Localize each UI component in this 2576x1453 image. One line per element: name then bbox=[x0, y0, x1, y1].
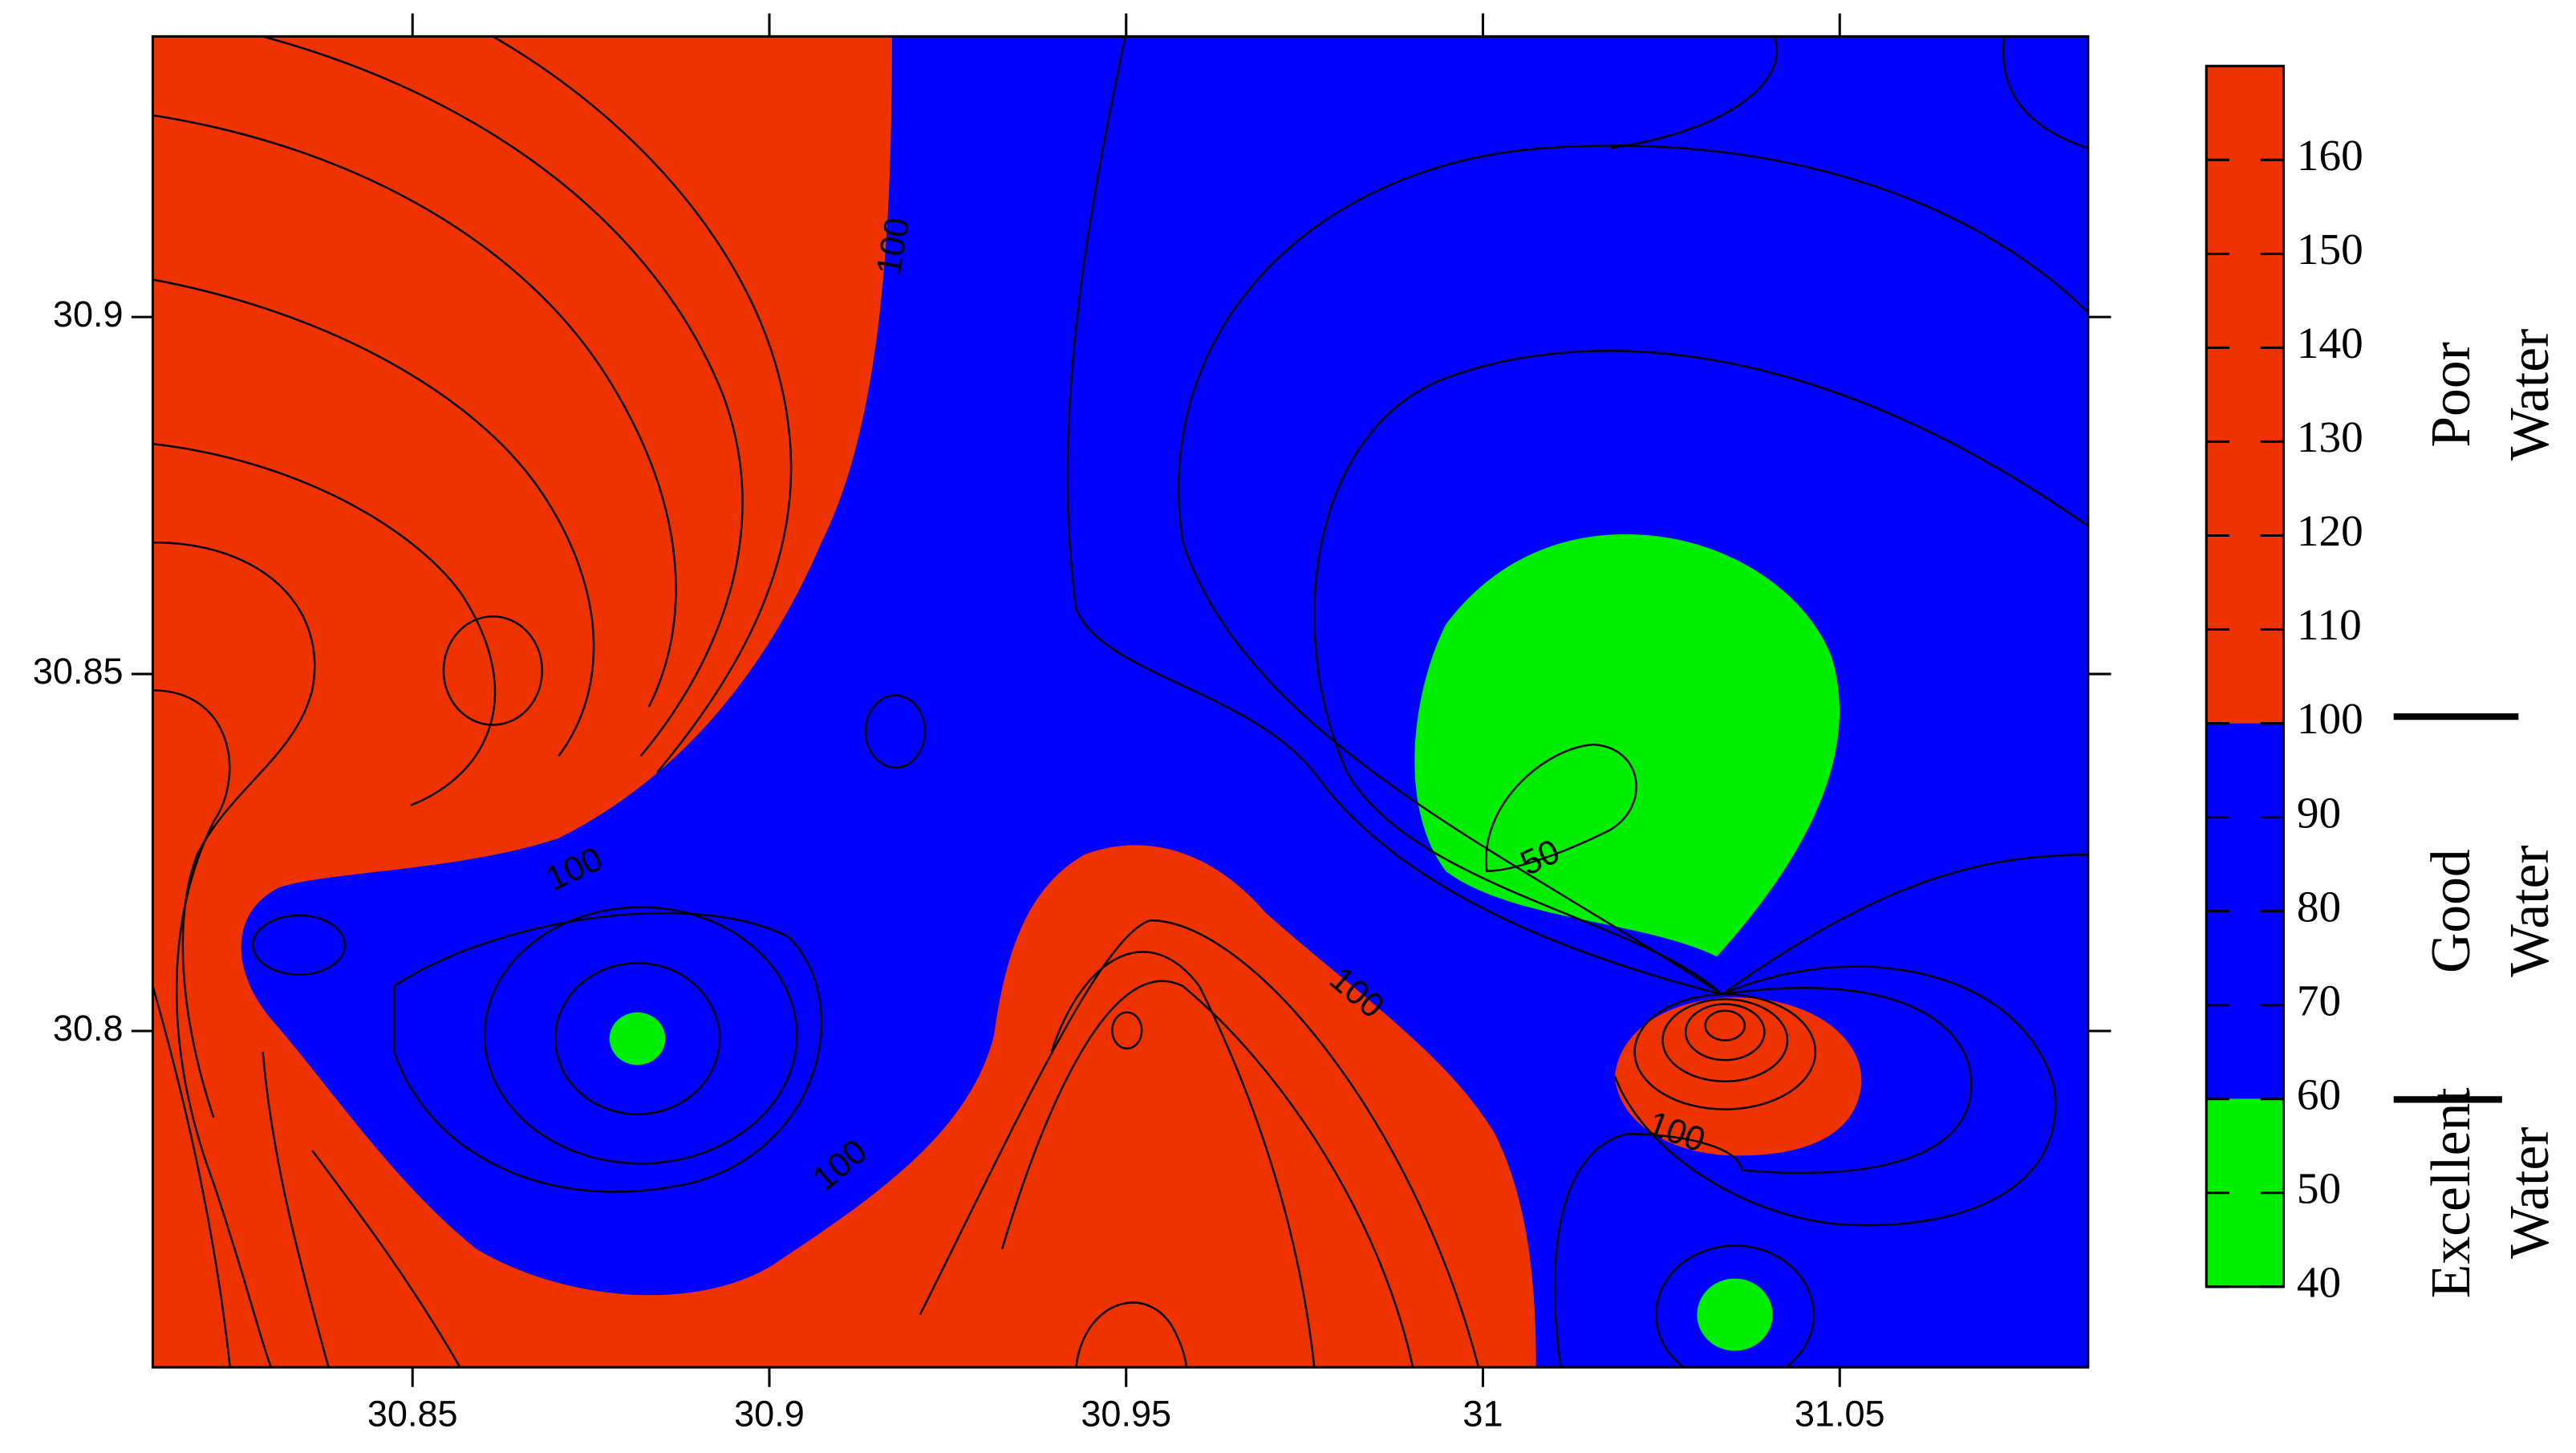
colorbar-tick-label: 100 bbox=[2297, 694, 2363, 743]
x-tick-label: 31 bbox=[1462, 1393, 1503, 1434]
contour-line bbox=[262, 36, 744, 757]
colorbar-tick-label: 70 bbox=[2297, 976, 2341, 1025]
contour-line bbox=[152, 443, 497, 806]
contour-line bbox=[1313, 350, 2088, 996]
colorbar-tick-label: 160 bbox=[2297, 131, 2363, 180]
colorbar-tick-label: 130 bbox=[2297, 412, 2363, 461]
y-tick-label: 30.9 bbox=[53, 294, 124, 335]
zone-label: Water bbox=[2499, 329, 2561, 461]
colorbar-tick-label: 60 bbox=[2297, 1069, 2341, 1118]
excellent-zone bbox=[609, 1012, 666, 1065]
plot-frame bbox=[151, 34, 2090, 1369]
colorbar-tick-label: 80 bbox=[2297, 882, 2341, 931]
contour-line bbox=[919, 919, 1480, 1368]
contour-line bbox=[1001, 980, 1414, 1368]
axes: 30.85 30.9 30.95 31 31.05 30.8 30.85 30.9 bbox=[33, 13, 2112, 1434]
colorbar-tick-label: 140 bbox=[2297, 319, 2363, 367]
contour-line bbox=[492, 36, 793, 773]
contour-line bbox=[152, 541, 316, 1118]
excellent-zone bbox=[1414, 534, 1840, 957]
colorbar-tick-label: 90 bbox=[2297, 788, 2341, 837]
contour-line bbox=[1050, 951, 1316, 1368]
colorbar-tick-label: 50 bbox=[2297, 1163, 2341, 1212]
colorbar-frame bbox=[2205, 64, 2286, 1289]
zone-label: Poor bbox=[2420, 342, 2482, 448]
contour-line bbox=[1661, 998, 1789, 1083]
y-tick-label: 30.85 bbox=[33, 651, 124, 692]
x-tick-label: 31.05 bbox=[1795, 1393, 1885, 1434]
contour-line bbox=[152, 689, 273, 1368]
contour-line bbox=[152, 114, 677, 708]
contour-line bbox=[1721, 854, 2088, 996]
colorbar-tick-label: 120 bbox=[2297, 506, 2363, 555]
x-tick-label: 30.95 bbox=[1081, 1393, 1171, 1434]
poor-zone bbox=[152, 36, 1536, 1368]
contour-line bbox=[1553, 1133, 1742, 1368]
contour-line bbox=[1633, 993, 1817, 1110]
zone-label: Water bbox=[2499, 1127, 2561, 1259]
contour-line bbox=[1684, 1003, 1766, 1061]
colorbar-tick-label: 40 bbox=[2297, 1257, 2341, 1306]
colorbar: Poor Water Good Water Excellent Water 40 50 60 70… bbox=[2205, 64, 2561, 1306]
x-tick-label: 30.85 bbox=[367, 1393, 458, 1434]
contour-line bbox=[1609, 36, 1778, 149]
contour-line bbox=[442, 615, 544, 726]
contour-line bbox=[1613, 965, 2057, 1227]
excellent-zone bbox=[1697, 1278, 1773, 1351]
contour-line bbox=[152, 278, 595, 757]
contour-line bbox=[1111, 1011, 1143, 1050]
contour-line bbox=[2002, 36, 2088, 149]
plot-area bbox=[152, 36, 2088, 1368]
contour-line bbox=[1066, 36, 1722, 996]
contour-line bbox=[483, 906, 798, 1165]
contour-line bbox=[554, 962, 721, 1116]
contour-line bbox=[252, 914, 347, 976]
poor-zone bbox=[1615, 997, 1862, 1156]
zone-label: Good bbox=[2420, 849, 2482, 973]
x-tick-label: 30.9 bbox=[734, 1393, 805, 1434]
colorbar-tick-label: 110 bbox=[2297, 600, 2362, 649]
y-tick-label: 30.8 bbox=[53, 1008, 124, 1049]
zone-label: Water bbox=[2499, 845, 2561, 976]
colorbar-segment bbox=[2206, 66, 2284, 724]
contour-line bbox=[262, 1051, 330, 1368]
contour-line bbox=[1178, 144, 2088, 996]
contour-line bbox=[152, 985, 231, 1368]
colorbar-tick-label: 150 bbox=[2297, 225, 2363, 274]
contour-line bbox=[393, 911, 823, 1193]
contour-line bbox=[311, 1150, 461, 1368]
contour-line bbox=[864, 694, 927, 769]
contour-line bbox=[1721, 987, 1973, 1175]
contour-line bbox=[1075, 1301, 1187, 1368]
contour-line bbox=[1485, 743, 1637, 872]
contour-line bbox=[1704, 1009, 1746, 1041]
zone-label: Excellent bbox=[2420, 1087, 2482, 1298]
contour-line bbox=[1655, 1244, 1815, 1368]
